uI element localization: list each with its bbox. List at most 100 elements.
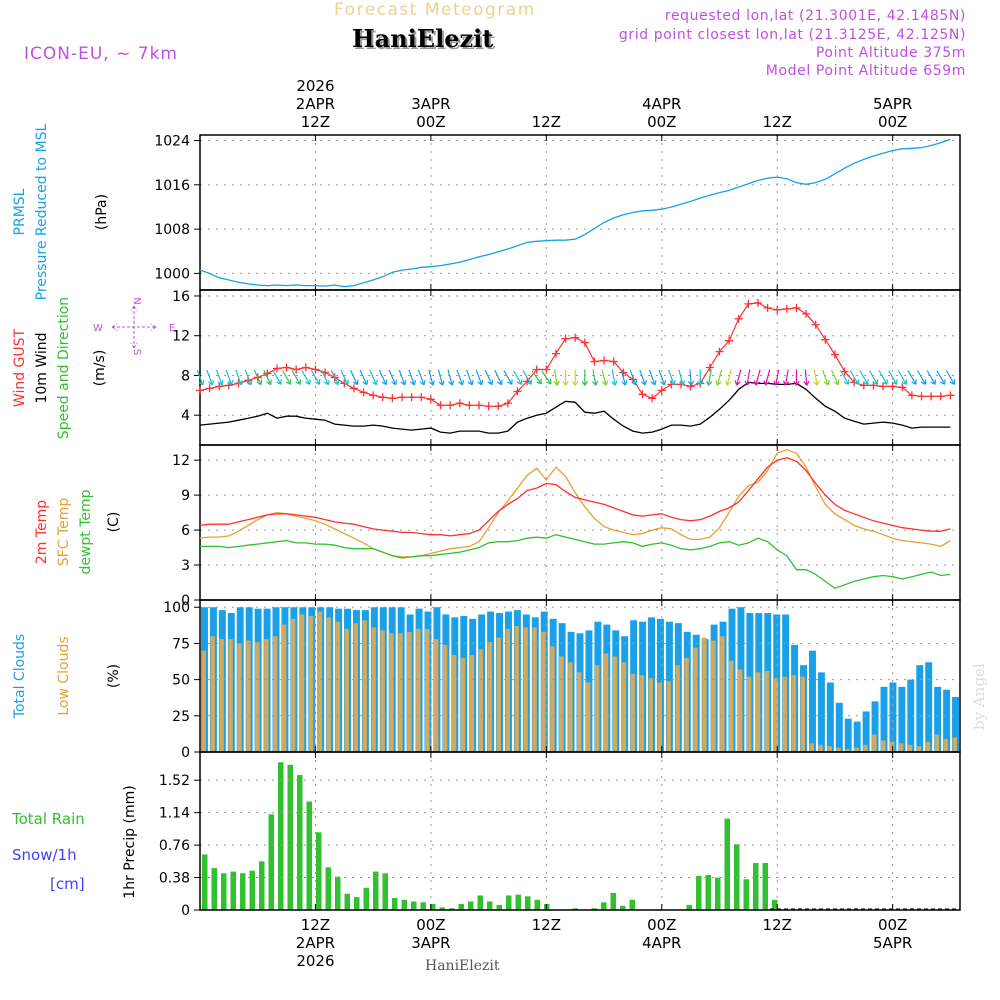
low-cloud-bar: [585, 682, 591, 752]
low-cloud-bar: [469, 655, 475, 752]
wind-direction-arrow: [746, 369, 751, 386]
wind-direction-arrowhead: [611, 380, 618, 386]
wind-direction-arrow: [398, 369, 406, 386]
wind-direction-arrow: [784, 369, 789, 386]
low-cloud-bar: [246, 640, 251, 752]
wind-direction-arrowhead: [724, 380, 732, 386]
wind-direction-arrow: [726, 369, 732, 386]
wind-direction-arrowhead: [813, 380, 820, 386]
wind-direction-arrowhead: [236, 379, 243, 386]
wind-direction-arrowhead: [208, 379, 215, 386]
wind-direction-arrowhead: [333, 379, 340, 386]
wind-direction-arrowhead: [246, 379, 253, 386]
wind-direction-arrow: [678, 369, 684, 386]
precip-bar: [449, 908, 455, 910]
precip-bar: [715, 877, 721, 910]
wind-gust-marker: [513, 387, 522, 396]
low-cloud-bar: [720, 636, 725, 752]
precip-bar: [382, 873, 388, 910]
low-cloud-bar: [881, 740, 886, 752]
wind-gust-marker: [773, 305, 782, 314]
pressure-tick-label: 1024: [154, 134, 190, 150]
cloud-tick-label: 50: [172, 673, 190, 689]
wind-gust-marker: [311, 365, 320, 374]
wind-gust-marker: [494, 402, 503, 411]
wind-direction-arrowhead: [697, 380, 704, 386]
low-cloud-bar: [335, 621, 341, 752]
wind-direction-arrowhead: [343, 379, 349, 386]
top-time-label: 12Z: [532, 113, 561, 131]
low-cloud-bar: [290, 618, 296, 752]
total-cloud-bar: [943, 689, 951, 752]
wind-direction-arrowhead: [930, 379, 936, 385]
snow-side-label: Snow/1h: [12, 846, 77, 864]
temperature-tick-label: 9: [181, 488, 190, 504]
wind-direction-arrowhead: [526, 379, 532, 385]
wind-direction-arrow: [926, 370, 936, 385]
low-cloud-bar: [451, 655, 457, 752]
wind-direction-arrowhead: [448, 380, 455, 386]
top-time-label: 5APR: [873, 95, 912, 113]
low-cloud-bar: [693, 647, 698, 752]
wind-gust-marker: [946, 391, 955, 400]
wind-gust-marker: [782, 304, 791, 313]
low-cloud-bar: [648, 678, 654, 752]
low-cloud-bar: [344, 628, 350, 752]
precip-bar: [458, 904, 464, 910]
cloud-axis-label: (%): [106, 664, 122, 688]
wind-gust-marker: [600, 356, 609, 365]
total-cloud-bar: [853, 721, 861, 752]
wind-direction-arrow: [611, 369, 616, 386]
wind-gust-marker: [927, 392, 936, 401]
wind-gust-marker: [359, 388, 368, 397]
total-cloud-bar: [889, 682, 897, 752]
wind-direction-arrow: [907, 370, 917, 385]
wind-direction-arrowhead: [198, 379, 205, 386]
wind-direction-arrow: [310, 370, 320, 385]
low-cloud-bar: [791, 675, 797, 752]
wind-direction-arrow: [736, 369, 742, 386]
wind-gust-marker: [292, 365, 301, 374]
precip-bar: [439, 907, 445, 910]
wind-direction-arrow: [639, 369, 646, 386]
temperature-axis-label: (C): [106, 512, 122, 533]
wind-gust-marker: [474, 401, 483, 410]
low-cloud-bar: [657, 682, 662, 752]
low-cloud-bar: [326, 617, 332, 752]
precip-tick-label: 0.38: [159, 871, 190, 887]
precip-bar: [316, 832, 322, 910]
wind-direction-arrowhead: [734, 380, 741, 386]
temp-sfc-side-label: SFC Temp: [56, 498, 72, 567]
low-cloud-bar: [729, 660, 734, 752]
wind-axis-label: (m/s): [92, 350, 108, 387]
precip-tick-label: 0: [181, 903, 190, 919]
compass-rose-icon: [111, 305, 157, 349]
wind-direction-arrow: [755, 369, 761, 386]
precip-bar: [506, 895, 512, 910]
low-cloud-bar: [746, 676, 752, 752]
wind-direction-arrowhead: [687, 380, 695, 386]
wind-gust-marker: [571, 333, 580, 342]
wind-direction-arrow: [340, 369, 349, 385]
low-cloud-bar: [952, 737, 958, 752]
temp-2m-side-label: 2m Temp: [34, 500, 50, 564]
wind-direction-arrowhead: [458, 379, 465, 386]
total-cloud-bar: [809, 650, 816, 752]
wind-gust-marker: [609, 357, 618, 366]
low-cloud-bar: [353, 623, 358, 752]
wind-gust-marker: [455, 399, 464, 408]
low-cloud-bar: [854, 747, 859, 752]
wind-direction-arrowhead: [581, 380, 588, 386]
wind-direction-arrowhead: [553, 380, 560, 386]
point-altitude: Point Altitude 375m: [815, 45, 966, 61]
wind-gust-marker: [417, 393, 426, 402]
total-cloud-bar: [862, 711, 870, 752]
precip-bar: [496, 904, 502, 910]
snow-unit-label: [cm]: [50, 875, 85, 893]
precip-bar: [534, 899, 540, 910]
wind-direction-arrow: [447, 369, 453, 386]
precip-bar: [629, 899, 635, 910]
top-time-label: 00Z: [878, 113, 907, 131]
wind-gust-marker: [196, 386, 204, 395]
precip-bar: [278, 762, 284, 910]
